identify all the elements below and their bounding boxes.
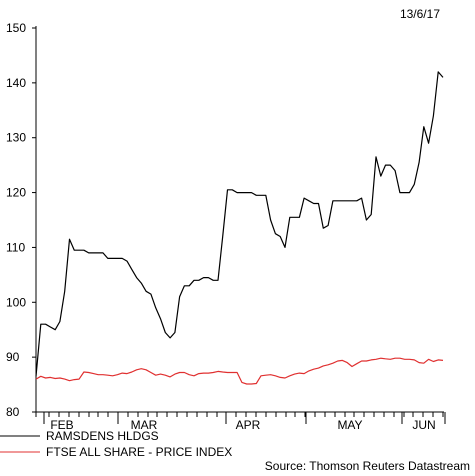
legend-label-ramsdens: RAMSDENS HLDGS: [46, 429, 159, 443]
x-month-label: MAR: [131, 418, 158, 432]
series-line-ftse: [35, 357, 444, 385]
y-tick-label: 130: [6, 131, 26, 145]
y-tick-label: 90: [6, 350, 20, 364]
legend-label-ftse: FTSE ALL SHARE - PRICE INDEX: [46, 445, 232, 459]
y-tick-label: 100: [6, 295, 26, 309]
source-label: Source: Thomson Reuters Datastream: [265, 459, 470, 473]
y-tick-label: 140: [6, 76, 26, 90]
y-axis: 80 90 100 110 120 130 140 150: [6, 21, 37, 419]
y-tick-label: 150: [6, 21, 26, 35]
x-month-label: JUN: [412, 418, 435, 432]
series-layer: [35, 71, 444, 385]
date-label: 13/6/17: [400, 7, 440, 21]
y-tick-label: 110: [6, 240, 25, 254]
x-axis: FEB MAR APR MAY JUN: [35, 411, 446, 432]
y-tick-label: 120: [6, 186, 26, 200]
x-month-label: MAY: [337, 418, 362, 432]
y-tick-label: 80: [6, 405, 20, 419]
x-month-label: APR: [236, 418, 261, 432]
legend: RAMSDENS HLDGS FTSE ALL SHARE - PRICE IN…: [0, 429, 232, 459]
series-line-ramsdens: [35, 71, 444, 377]
x-month-label: FEB: [50, 418, 73, 432]
